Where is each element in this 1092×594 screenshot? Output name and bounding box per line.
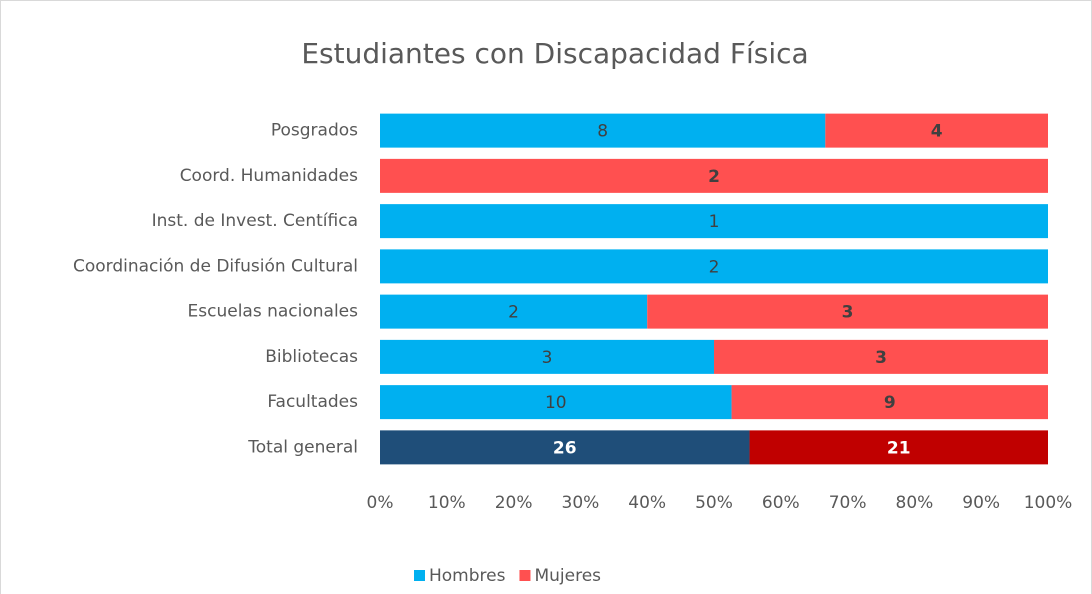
bar-segment xyxy=(714,339,1048,374)
y-tick-label: Facultades xyxy=(267,392,358,412)
x-tick-label: 80% xyxy=(896,493,934,513)
data-label: 10 xyxy=(545,393,567,413)
y-tick-label: Coordinación de Difusión Cultural xyxy=(73,256,358,276)
data-label: 3 xyxy=(542,348,553,368)
bar-segment xyxy=(647,294,1048,329)
x-tick-label: 0% xyxy=(367,493,394,513)
y-tick-label: Bibliotecas xyxy=(265,347,358,367)
data-label: 2 xyxy=(508,303,519,323)
y-tick-label: Inst. de Invest. Centífica xyxy=(152,211,358,231)
bar-segment xyxy=(380,385,732,420)
data-label: 1 xyxy=(709,212,720,232)
y-tick-label: Total general xyxy=(247,437,358,457)
bar-segment xyxy=(380,204,1048,239)
bar-segment xyxy=(380,249,1048,284)
bar-segment xyxy=(380,294,648,329)
legend-label: Mujeres xyxy=(534,566,601,586)
y-tick-label: Escuelas nacionales xyxy=(188,302,359,322)
legend-swatch xyxy=(519,570,531,581)
x-tick-label: 40% xyxy=(628,493,666,513)
x-tick-label: 10% xyxy=(428,493,466,513)
data-label: 3 xyxy=(875,348,887,368)
data-label: 2 xyxy=(708,167,720,187)
bar-segment xyxy=(380,430,750,465)
x-tick-label: 60% xyxy=(762,493,800,513)
legend-label: Hombres xyxy=(429,566,506,586)
data-label: 9 xyxy=(884,393,896,413)
x-tick-label: 20% xyxy=(495,493,533,513)
bar-segment xyxy=(731,385,1048,420)
x-tick-label: 70% xyxy=(829,493,867,513)
legend-swatch xyxy=(414,570,425,581)
x-tick-label: 90% xyxy=(962,493,1000,513)
x-tick-label: 30% xyxy=(562,493,600,513)
bar-segment xyxy=(380,113,826,148)
y-tick-label: Coord. Humanidades xyxy=(180,166,358,186)
bar-segment xyxy=(749,430,1048,465)
data-label: 2 xyxy=(709,257,720,277)
x-tick-label: 100% xyxy=(1024,493,1073,513)
data-label: 3 xyxy=(842,303,854,323)
data-label: 26 xyxy=(553,438,577,458)
chart-title: Estudiantes con Discapacidad Física xyxy=(301,37,808,70)
data-label: 21 xyxy=(887,438,911,458)
bar-segment xyxy=(825,113,1048,148)
bar-segment xyxy=(380,339,714,374)
y-tick-label: Posgrados xyxy=(271,121,358,141)
bar-segment xyxy=(380,158,1048,193)
data-label: 8 xyxy=(597,122,608,142)
data-label: 4 xyxy=(931,122,943,142)
x-tick-label: 50% xyxy=(695,493,733,513)
